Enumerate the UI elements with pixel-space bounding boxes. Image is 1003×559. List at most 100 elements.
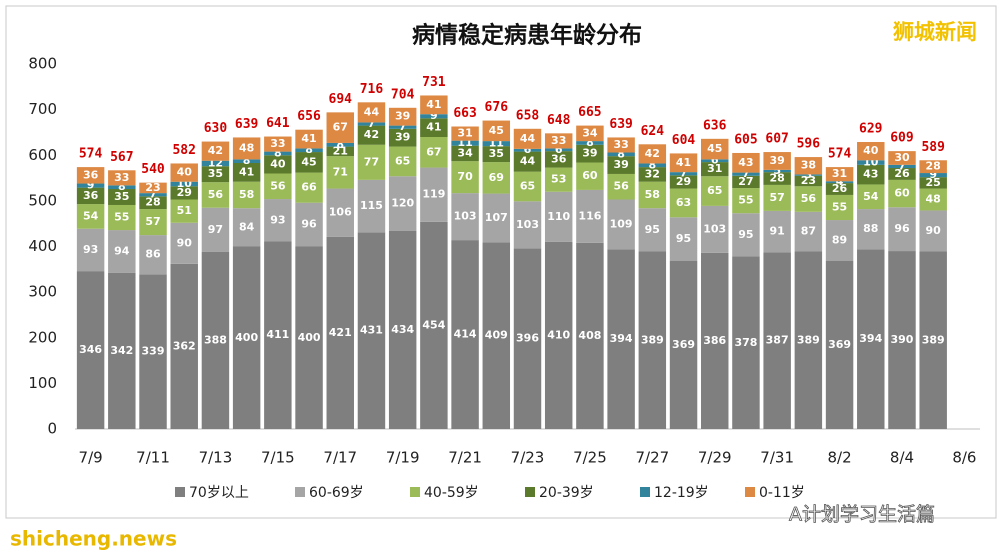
- segment-label: 41: [426, 98, 441, 111]
- bar-segment: [232, 208, 261, 247]
- segment-label: 389: [641, 333, 664, 346]
- bar-segment: [607, 173, 635, 200]
- segment-label: 95: [676, 232, 691, 245]
- segment-label: 3: [805, 168, 813, 181]
- bar-segment: [76, 167, 105, 184]
- segment-label: 38: [801, 159, 816, 172]
- y-tick-label: 400: [28, 237, 57, 255]
- y-tick-label: 600: [28, 146, 57, 164]
- bar-segment: [357, 144, 386, 180]
- segment-label: 110: [547, 210, 570, 223]
- bar-segment: [919, 160, 947, 174]
- total-label: 574: [828, 147, 852, 162]
- x-tick-label: 8/6: [952, 449, 976, 467]
- bar-segment: [576, 162, 604, 190]
- bar-segment: [420, 167, 448, 222]
- segment-label: 56: [613, 180, 629, 193]
- segment-label: 120: [391, 197, 414, 210]
- bar-segment: [669, 172, 698, 176]
- segment-label: 55: [832, 200, 847, 213]
- bar-segment: [326, 112, 354, 143]
- segment-label: 41: [301, 132, 316, 145]
- bar-segment: [482, 162, 511, 194]
- bar-segment: [201, 160, 230, 167]
- legend-label: 20-39岁: [539, 485, 594, 501]
- bar-segment: [794, 174, 823, 176]
- bar-segment: [607, 137, 635, 153]
- segment-label: 44: [520, 132, 536, 145]
- segment-label: 414: [454, 328, 477, 341]
- segment-label: 69: [489, 171, 504, 184]
- segment-label: 94: [114, 245, 130, 258]
- bar-segment: [326, 156, 354, 189]
- bar-segment: [888, 251, 916, 429]
- segment-label: 6: [711, 154, 719, 167]
- bar-segment: [295, 152, 323, 173]
- segment-label: 53: [551, 173, 566, 186]
- segment-label: 6: [524, 143, 532, 156]
- segment-label: 32: [645, 167, 660, 180]
- segment-label: 63: [676, 196, 691, 209]
- bar-segment: [763, 169, 791, 173]
- bar-segment: [170, 186, 198, 200]
- segment-label: 33: [551, 134, 566, 147]
- segment-label: 106: [329, 206, 352, 219]
- bar-segment: [888, 164, 916, 169]
- segment-label: 9: [929, 168, 937, 181]
- segment-label: 56: [208, 188, 224, 201]
- segment-label: 96: [894, 222, 910, 235]
- bar-segment: [139, 193, 167, 197]
- watermark: shicheng.news: [10, 527, 177, 551]
- segment-label: 33: [270, 137, 285, 150]
- segment-label: 36: [83, 168, 99, 181]
- segment-label: 60: [894, 187, 910, 200]
- bar-segment: [888, 168, 916, 180]
- bar-segment: [919, 177, 947, 189]
- bar-segment: [732, 188, 760, 214]
- x-tick-label: 8/4: [890, 449, 914, 467]
- bar-segment: [451, 145, 479, 162]
- x-tick-label: 7/19: [386, 449, 420, 467]
- bar-segment: [201, 166, 230, 183]
- legend-label: 0-11岁: [759, 485, 805, 501]
- segment-label: 57: [769, 191, 784, 204]
- segment-label: 28: [926, 160, 941, 173]
- segment-label: 8: [586, 136, 594, 149]
- segment-label: 33: [613, 138, 628, 151]
- bar-segment: [544, 151, 573, 168]
- bar-segment: [170, 222, 198, 264]
- total-label: 665: [578, 105, 601, 120]
- segment-label: 48: [239, 141, 254, 154]
- legend-swatch: [295, 487, 305, 497]
- bar-segment: [763, 172, 791, 185]
- total-label: 629: [859, 122, 882, 137]
- total-label: 582: [172, 143, 195, 158]
- segment-label: 8: [118, 180, 126, 193]
- bar-segment: [701, 159, 729, 163]
- bar-segment: [139, 274, 167, 429]
- total-label: 567: [110, 150, 133, 165]
- bar-segment: [701, 205, 729, 253]
- x-tick-label: 7/17: [323, 449, 357, 467]
- y-tick-label: 0: [47, 420, 57, 438]
- bar-segment: [576, 189, 604, 243]
- segment-label: 28: [769, 172, 784, 185]
- segment-label: 40: [177, 166, 193, 179]
- segment-label: 408: [578, 329, 601, 342]
- total-label: 624: [641, 124, 665, 139]
- bar-segment: [701, 252, 729, 429]
- segment-label: 88: [863, 222, 878, 235]
- bar-segment: [232, 246, 261, 429]
- bar-segment: [264, 155, 292, 174]
- bar-segment: [170, 181, 198, 187]
- segment-label: 339: [142, 345, 165, 358]
- bar-segment: [76, 271, 105, 429]
- total-label: 731: [422, 75, 446, 90]
- x-tick-label: 7/9: [79, 449, 103, 467]
- segment-label: 57: [145, 215, 160, 228]
- segment-label: 103: [703, 222, 726, 235]
- bar-segment: [888, 179, 916, 208]
- legend-label: 40-59岁: [424, 485, 479, 501]
- segment-label: 45: [301, 155, 316, 168]
- bar-segment: [701, 138, 729, 160]
